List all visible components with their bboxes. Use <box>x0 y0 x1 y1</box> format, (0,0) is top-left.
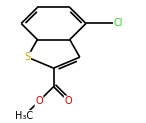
Text: O: O <box>64 96 72 106</box>
Text: H₃C: H₃C <box>15 111 34 121</box>
Text: O: O <box>35 96 43 106</box>
Text: S: S <box>24 52 31 62</box>
Text: Cl: Cl <box>114 18 123 29</box>
